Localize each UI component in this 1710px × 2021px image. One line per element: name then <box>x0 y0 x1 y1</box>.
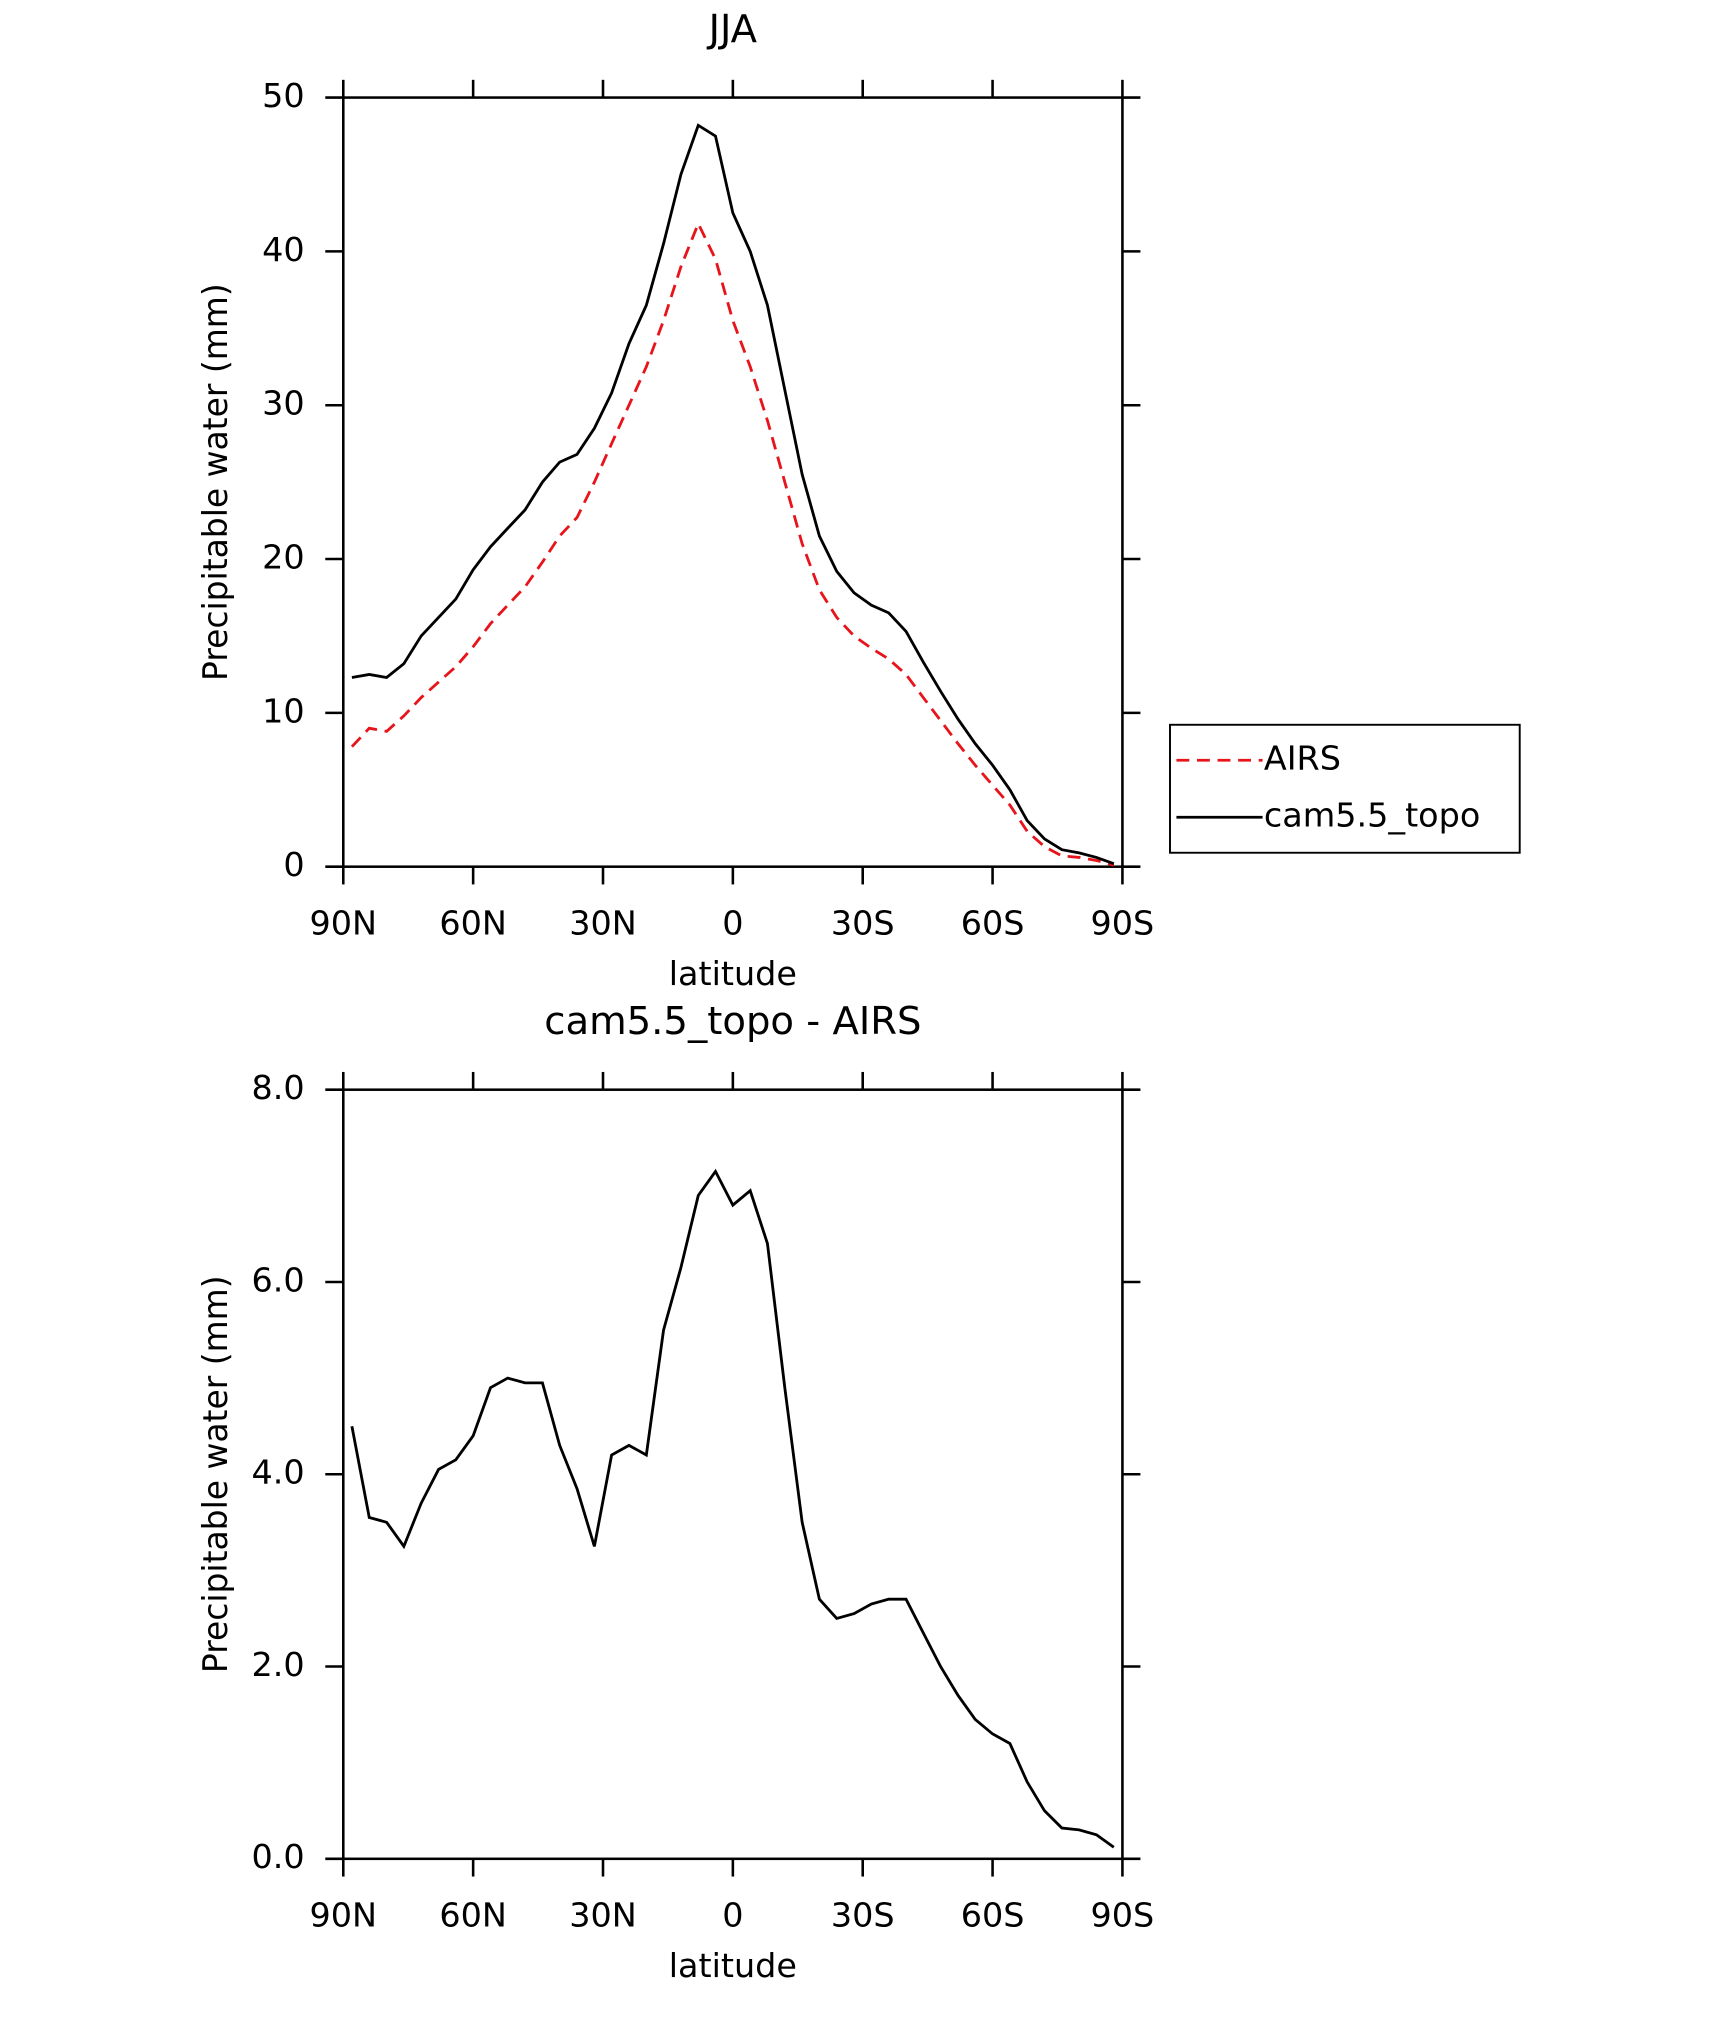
chart-title: cam5.5_topo - AIRS <box>544 999 921 1044</box>
y-tick-label: 8.0 <box>252 1068 305 1107</box>
x-tick-label: 90N <box>310 904 378 943</box>
y-tick-label: 40 <box>262 230 305 269</box>
data-line <box>350 220 1115 867</box>
x-tick-label: 90N <box>310 1896 378 1935</box>
x-tick-label: 60N <box>439 904 507 943</box>
x-tick-label: 30S <box>831 1896 895 1935</box>
y-axis-label: Precipitable water (mm) <box>196 1275 235 1673</box>
x-tick-label: 0 <box>722 904 743 943</box>
x-tick-label: 60N <box>439 1896 507 1935</box>
y-tick-label: 0 <box>283 845 304 884</box>
x-tick-label: 90S <box>1091 904 1155 943</box>
data-line <box>350 1168 1115 1849</box>
x-tick-label: 30S <box>831 904 895 943</box>
x-tick-label: 60S <box>961 1896 1025 1935</box>
x-tick-label: 30N <box>569 1896 637 1935</box>
legend-label: AIRS <box>1264 739 1341 778</box>
x-axis-label: latitude <box>669 1946 797 1985</box>
x-tick-label: 60S <box>961 904 1025 943</box>
y-tick-label: 30 <box>262 384 305 423</box>
legend-label: cam5.5_topo <box>1264 796 1480 835</box>
x-tick-label: 90S <box>1091 1896 1155 1935</box>
x-tick-label: 0 <box>722 1896 743 1935</box>
data-line <box>351 123 1115 865</box>
plot-frame <box>342 1088 1124 1861</box>
y-tick-label: 0.0 <box>252 1837 305 1876</box>
x-tick-label: 30N <box>569 904 637 943</box>
y-tick-label: 4.0 <box>252 1453 305 1492</box>
legend-box <box>1169 723 1521 854</box>
y-tick-label: 6.0 <box>252 1261 305 1300</box>
y-axis-label: Precipitable water (mm) <box>196 283 235 681</box>
y-tick-label: 10 <box>262 692 305 731</box>
y-tick-label: 20 <box>262 538 305 577</box>
y-tick-label: 2.0 <box>252 1645 305 1684</box>
plot-frame <box>342 96 1124 868</box>
y-tick-label: 50 <box>262 76 305 115</box>
chart-title: JJA <box>707 7 757 52</box>
x-axis-label: latitude <box>669 954 797 993</box>
